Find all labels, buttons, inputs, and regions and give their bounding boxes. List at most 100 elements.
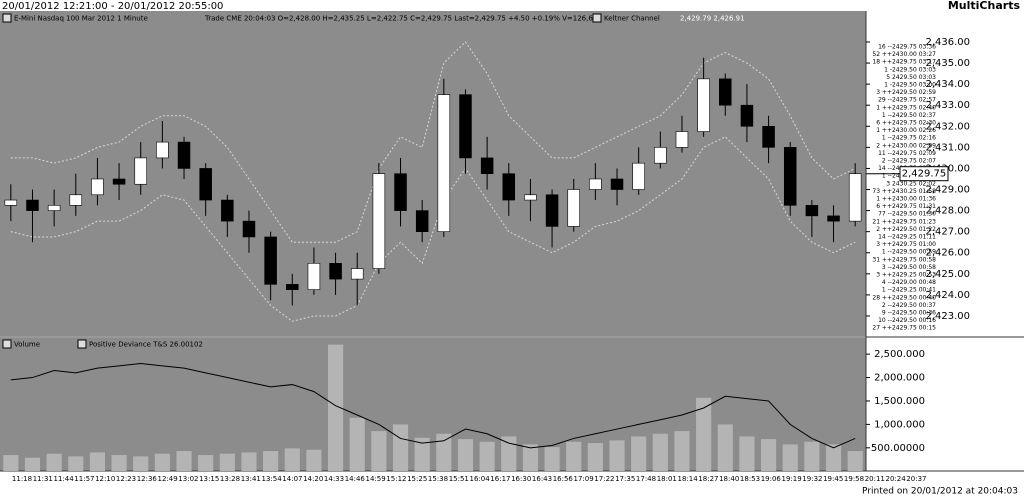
lower-y-tick-label: 1,000.000 (874, 419, 925, 430)
time-sales-row: 2 --2429.75 02:07 (882, 158, 936, 165)
x-tick-label: 16:43 (532, 475, 552, 483)
candle-body (459, 94, 472, 159)
candle-body (654, 147, 667, 164)
close-icon[interactable] (592, 13, 602, 23)
lower-y-tick-label: 1,500.000 (874, 396, 925, 407)
volume-bar (674, 431, 690, 471)
x-tick-label: 12:23 (116, 475, 136, 483)
time-sales-row: 2 --2429.50 00:37 (882, 302, 936, 309)
y-tick-label: 2,429.00 (925, 185, 970, 196)
time-sales-row: 1 ++2430.00 02:26 (876, 127, 936, 134)
volume-bar (609, 440, 625, 471)
volume-bar (176, 451, 192, 471)
time-sales-row: 16 --2429.75 03:36 (878, 44, 936, 51)
close-icon[interactable] (77, 339, 87, 349)
time-sales-row: 11 --2429.75 02:09 (878, 150, 936, 157)
candle-body (827, 215, 840, 222)
candle-body (675, 131, 689, 148)
last-price-label: 2,429.75 (902, 169, 947, 180)
y-tick-label: 2,426.00 (925, 248, 970, 259)
y-tick-label: 2,425.00 (925, 269, 970, 280)
time-sales-row: 52 ++2430.00 03:27 (872, 51, 936, 58)
time-sales-row: 27 ++2429.75 00:15 (872, 325, 936, 332)
volume-bar (349, 417, 365, 471)
volume-bar (68, 456, 84, 471)
volume-bar (587, 443, 603, 471)
candle-body (848, 173, 862, 222)
candle-body (26, 199, 39, 211)
x-tick-label: 13:15 (199, 475, 219, 483)
volume-bar (306, 449, 322, 471)
candle-body (221, 199, 234, 222)
time-sales-row: 5 2429.50 03:03 (886, 74, 936, 81)
candle-body (415, 210, 429, 232)
candle-body (480, 157, 494, 175)
price-pane (0, 11, 866, 336)
brand: MultiCharts (948, 0, 1021, 12)
lower-y-tick-label: 500.00000 (871, 443, 925, 454)
date-range: 20/01/2012 12:21:00 - 20/01/2012 20:55:0… (2, 1, 223, 12)
x-tick-label: 20:37 (906, 475, 926, 483)
candle-body (242, 220, 256, 238)
candle-body (156, 141, 169, 159)
x-tick-label: 13:41 (241, 475, 261, 483)
time-sales-row: 2 ++2429.50 01:22 (876, 226, 936, 233)
volume-bar (717, 424, 733, 471)
volume-bar (3, 455, 19, 471)
close-icon[interactable] (2, 339, 12, 349)
volume-bar (284, 448, 300, 471)
x-tick-label: 15:12 (386, 475, 406, 483)
volume-bar (89, 452, 106, 471)
candle-body (524, 194, 537, 201)
time-sales-row: 3 ++2429.50 02:59 (876, 89, 936, 96)
candle-body (286, 284, 299, 290)
time-sales-row: 29 --2429.75 02:57 (878, 97, 936, 104)
volume-bar (392, 424, 409, 471)
candle-body (697, 78, 710, 132)
volume-bar (760, 439, 777, 471)
time-sales-row: 2 ++2430.00 02:09 (876, 142, 936, 149)
x-tick-label: 19:45 (823, 475, 843, 483)
x-tick-label: 16:56 (553, 475, 574, 483)
x-tick-label: 17:22 (594, 475, 614, 483)
y-tick-label: 2,428.00 (925, 206, 970, 217)
x-tick-label: 11:44 (54, 475, 75, 483)
x-tick-label: 17:35 (615, 475, 635, 483)
keltner-lower (10, 136, 856, 322)
time-sales-row: 73 ++2430.25 01:58 (872, 188, 936, 195)
candle-body (4, 199, 18, 206)
time-sales-row: 6 ++2429.75 01:31 (876, 203, 936, 210)
candle-body (134, 157, 147, 185)
quote: Trade CME 20:04:03 O=2,428.00 H=2,435.25… (204, 15, 602, 23)
time-sales-row: 21 ++2429.75 01:23 (872, 218, 936, 225)
x-tick-label: 13:54 (262, 475, 283, 483)
x-tick-label: 12:49 (158, 475, 178, 483)
y-tick-label: 2,431.00 (925, 142, 970, 153)
time-sales-row: 3 ++2429.25 00:53 (876, 272, 936, 279)
time-sales-row: 9 --2429.50 00:36 (882, 310, 936, 317)
time-sales-row: 1 ++2429.75 02:40 (876, 104, 936, 111)
indicator-values: 2,429.79 2,426.91 (680, 15, 745, 23)
close-icon[interactable] (2, 13, 12, 23)
volume-bar (154, 453, 170, 471)
x-tick-label: 18:27 (698, 475, 718, 483)
x-tick-label: 16:04 (470, 475, 491, 483)
x-tick-label: 16:30 (511, 475, 531, 483)
time-sales-row: 1 --2429.50 02:37 (882, 112, 936, 119)
volume-bar (133, 456, 149, 471)
y-tick-label: 2,435.00 (925, 58, 970, 69)
x-tick-label: 14:59 (366, 475, 386, 483)
x-tick-label: 18:14 (678, 475, 699, 483)
candle-body (502, 173, 516, 201)
time-sales-row: 4 --2429.00 00:48 (882, 279, 936, 286)
volume-bar (544, 447, 560, 471)
volume-bar (479, 441, 495, 471)
x-tick-label: 11:57 (74, 475, 94, 483)
x-tick-label: 17:09 (574, 475, 594, 483)
x-tick-label: 20:11 (865, 475, 885, 483)
candle-body (437, 94, 451, 232)
candle-body (264, 236, 277, 285)
candle-body (177, 141, 191, 169)
candle-body (567, 189, 580, 227)
